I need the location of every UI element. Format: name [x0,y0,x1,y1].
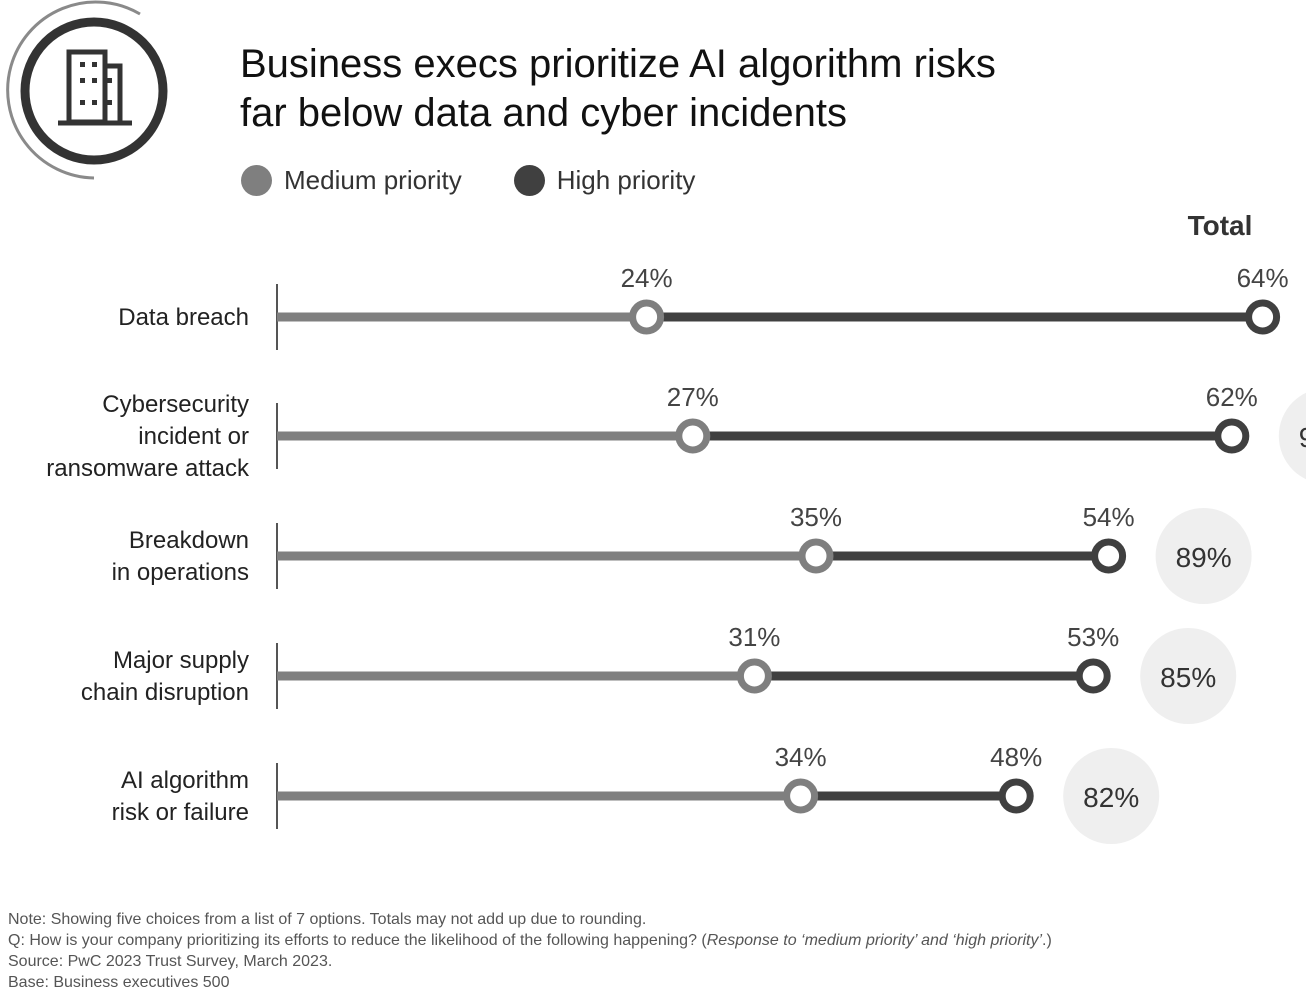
category-label-4-line-1: Major supply [113,647,249,674]
high-priority-value-label: 64% [1237,263,1289,293]
category-label-2-line-1: Cybersecurity [102,391,249,418]
footnote-question-italic: Response to ‘medium priority’ and ‘high … [706,932,1043,949]
medium-priority-value-label: 24% [621,263,673,293]
medium-priority-point [783,778,819,814]
legend-swatch-medium [241,164,272,196]
category-label-1-line-1: Data breach [118,304,249,331]
total-value-label: 85% [1160,662,1216,693]
high-priority-point [1245,299,1281,335]
high-priority-value-label: 54% [1083,502,1135,532]
total-header: Total [1188,210,1253,241]
category-label-2-line-3: ransomware attack [46,455,250,482]
total-value-label: 82% [1083,782,1139,813]
total-value-label: 90% [1299,422,1306,453]
legend-label-medium: Medium priority [284,164,462,195]
chart-title: Business execs prioritize AI algorithm r… [240,40,996,138]
footnote-question: Q: How is your company prioritizing its … [8,930,1052,951]
high-priority-point [1075,658,1111,694]
category-label-4-line-2: chain disruption [81,679,249,706]
category-label-5-line-1: AI algorithm [121,767,249,794]
footnote-question-end: .) [1042,932,1052,949]
category-label-3-line-1: Breakdown [129,527,249,554]
footnote-base: Base: Business executives 500 [8,974,230,991]
chart-title-line-1: Business execs prioritize AI algorithm r… [240,42,996,86]
high-priority-value-label: 62% [1206,382,1258,412]
legend-swatch-high [513,164,545,196]
category-label-5-line-2: risk or failure [112,799,249,826]
medium-priority-value-label: 35% [790,502,842,532]
total-bubble [1155,508,1252,604]
high-priority-point [1214,418,1250,454]
total-bubble [1140,628,1237,724]
footnote-note: Note: Showing five choices from a list o… [8,911,647,928]
medium-priority-value-label: 34% [775,742,827,772]
legend-item-high: High priority [513,164,696,196]
legend-label-high: High priority [556,164,696,195]
total-bubble [1063,748,1160,844]
medium-priority-point [629,299,665,335]
building-icon [58,49,132,126]
medium-priority-value-label: 27% [667,382,719,412]
high-priority-point [1091,538,1127,574]
total-bubble [1278,392,1306,480]
category-label-3-line-2: in operations [112,559,249,586]
medium-priority-point [798,538,834,574]
medium-priority-point [675,418,711,454]
high-priority-value-label: 48% [990,742,1042,772]
high-priority-value-label: 53% [1067,622,1119,652]
legend: Medium priority High priority [241,162,747,198]
total-value-label: 89% [1176,542,1232,573]
high-priority-point [998,778,1034,814]
medium-priority-point [736,658,772,694]
chart-title-line-2: far below data and cyber incidents [240,91,848,135]
medium-priority-value-label: 31% [728,622,780,652]
category-label-2-line-2: incident or [138,423,249,450]
footnote-source: Source: PwC 2023 Trust Survey, March 202… [8,953,333,970]
legend-item-medium: Medium priority [241,164,462,196]
footnotes: Note: Showing five choices from a list o… [8,909,1052,993]
logo-badge [6,0,168,180]
footnote-question-text: Q: How is your company prioritizing its … [8,932,707,949]
